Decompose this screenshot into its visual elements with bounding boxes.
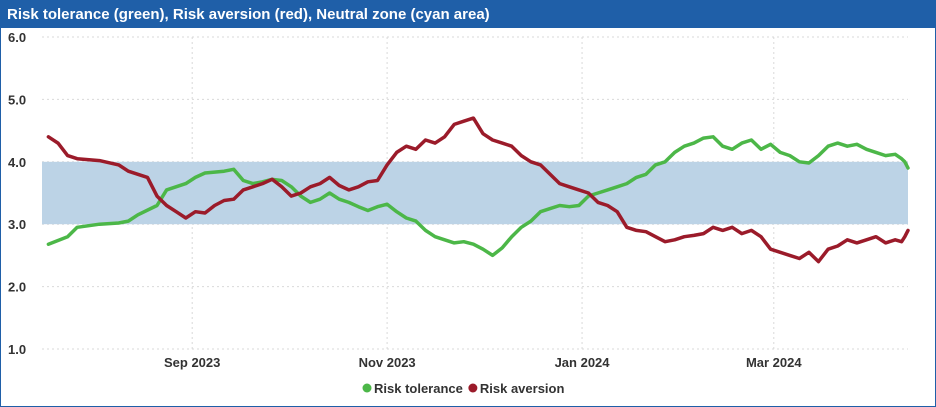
y-tick-label: 5.0 — [8, 92, 26, 107]
legend: Risk tolerance Risk aversion — [362, 381, 565, 396]
risk-tolerance-legend-marker — [362, 383, 372, 393]
x-tick-label: Jan 2024 — [555, 355, 611, 370]
series-layer — [46, 116, 910, 264]
line-chart: 1.0 2.0 3.0 4.0 5.0 6.0 Sep 2023 Nov 2023 Jan 20… — [8, 30, 910, 396]
y-tick-label: 1.0 — [8, 342, 26, 357]
y-tick-label: 2.0 — [8, 280, 26, 295]
axis-labels: 1.0 2.0 3.0 4.0 5.0 6.0 Sep 2023 Nov 2023 Jan 20… — [8, 30, 802, 370]
risk-tolerance-legend-label: Risk tolerance — [374, 381, 463, 396]
y-tick-label: 6.0 — [8, 30, 26, 45]
risk-aversion-legend-marker — [468, 383, 478, 393]
x-tick-label: Sep 2023 — [164, 355, 220, 370]
risk-aversion-legend-label: Risk aversion — [480, 381, 565, 396]
risk-tolerance-line — [46, 135, 910, 258]
risk-aversion-line — [46, 116, 910, 264]
neutral-zone-layer — [42, 161, 908, 225]
chart-title: Risk tolerance (green), Risk aversion (r… — [1, 1, 935, 28]
y-tick-label: 4.0 — [8, 155, 26, 170]
y-tick-label: 3.0 — [8, 217, 26, 232]
x-tick-label: Mar 2024 — [746, 355, 802, 370]
neutral-zone-band — [42, 161, 908, 225]
x-tick-label: Nov 2023 — [359, 355, 416, 370]
